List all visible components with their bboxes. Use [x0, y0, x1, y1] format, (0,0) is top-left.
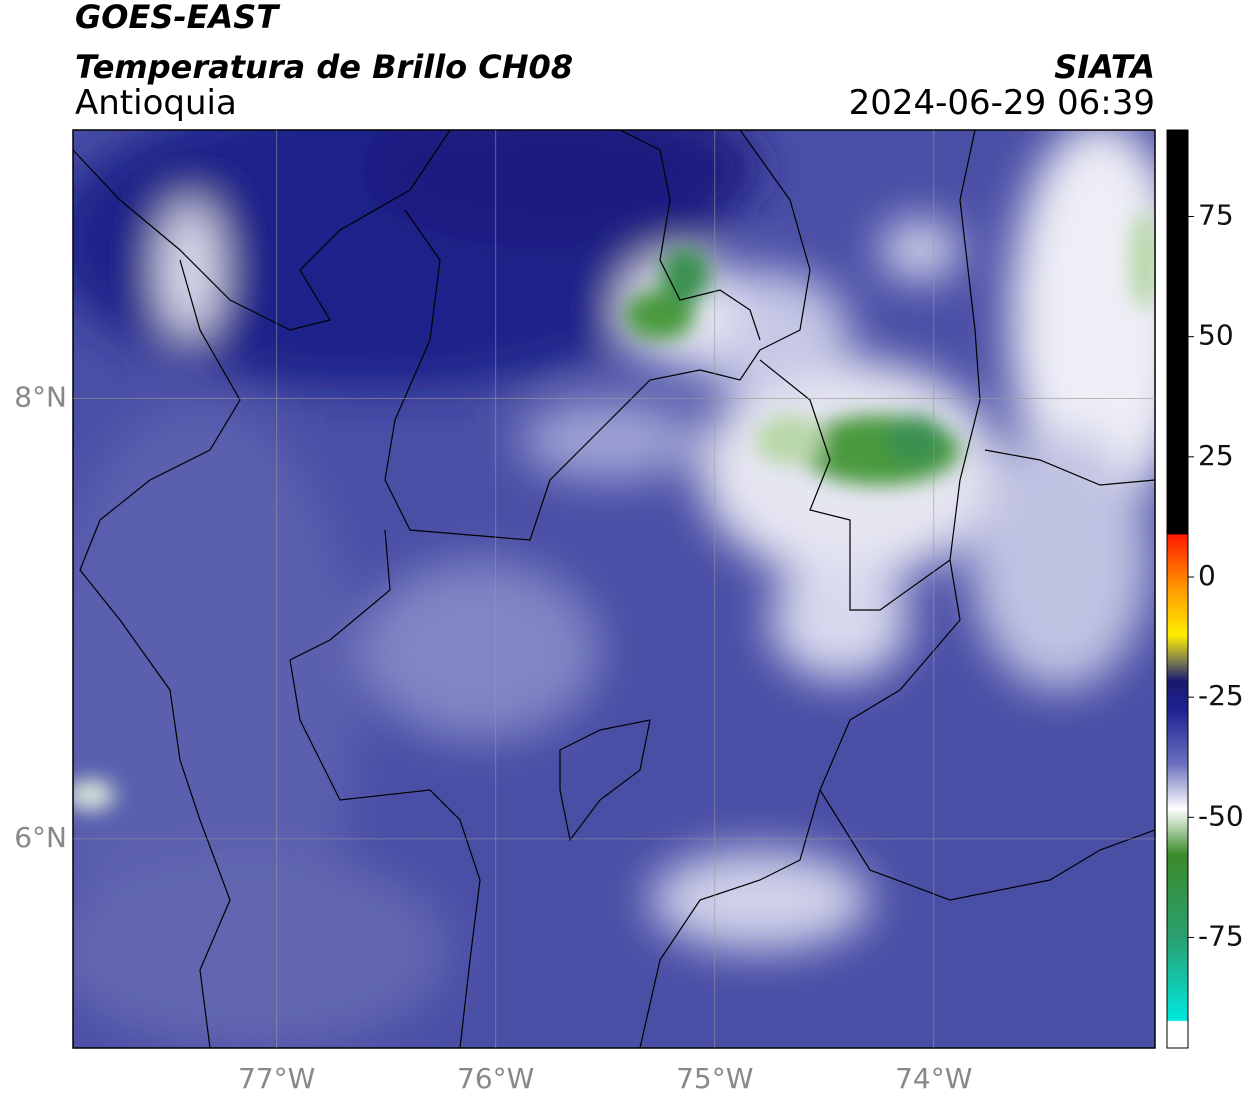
- boundary: [759, 130, 981, 611]
- boundary: [984, 449, 1155, 486]
- cold-top: [660, 247, 710, 303]
- x-tick-label: 77°W: [238, 1062, 315, 1095]
- y-tick-label: 8°N: [14, 381, 67, 414]
- x-tick-label: 74°W: [895, 1062, 972, 1095]
- satellite-title: GOES-EAST: [75, 0, 280, 36]
- map-frame: [72, 129, 1156, 1049]
- source-title: SIATA: [1054, 48, 1155, 86]
- y-tick-label: 6°N: [14, 821, 67, 854]
- cloud: [970, 430, 1150, 690]
- x-tick-label: 76°W: [457, 1062, 534, 1095]
- satellite-image: [73, 130, 1155, 1048]
- x-tick-label: 75°W: [676, 1062, 753, 1095]
- cold-top: [625, 290, 695, 340]
- cloud-field: [73, 130, 1155, 1048]
- boundary: [384, 130, 811, 541]
- cloud: [1010, 130, 1155, 520]
- colorbar-tick-label: 0: [1198, 559, 1216, 592]
- cloud: [160, 200, 220, 340]
- patch: [520, 400, 700, 480]
- boundary: [289, 529, 481, 1048]
- boundary: [559, 719, 651, 842]
- coastline: [79, 259, 241, 1048]
- cold-top: [885, 415, 945, 465]
- colorbar-tick-label: 25: [1198, 439, 1234, 472]
- colorbar-tick-label: 50: [1198, 319, 1234, 352]
- colorbar: [1166, 129, 1189, 1049]
- cloud: [770, 560, 910, 680]
- colorbar-tick-label: -75: [1198, 919, 1244, 952]
- colorbar-tick-label: 75: [1198, 199, 1234, 232]
- cold-top: [1130, 210, 1155, 310]
- colorbar-tick-label: -50: [1198, 799, 1244, 832]
- cold-top: [755, 415, 825, 465]
- patch: [73, 850, 450, 1048]
- datetime-title: 2024-06-29 06:39: [849, 83, 1155, 123]
- cloud: [880, 220, 960, 280]
- patch: [73, 400, 360, 1000]
- region-title: Antioquia: [75, 83, 237, 123]
- cloud: [650, 850, 870, 950]
- dry-region: [360, 130, 760, 250]
- boundary: [639, 559, 961, 1048]
- cold-top: [73, 780, 115, 810]
- colorbar-tick-label: -25: [1198, 679, 1244, 712]
- patch: [360, 560, 600, 740]
- coastline: [73, 130, 451, 331]
- boundary: [819, 789, 1155, 901]
- boundary: [619, 130, 761, 341]
- cold-tops: [73, 210, 1155, 810]
- product-title: Temperatura de Brillo CH08: [75, 48, 573, 86]
